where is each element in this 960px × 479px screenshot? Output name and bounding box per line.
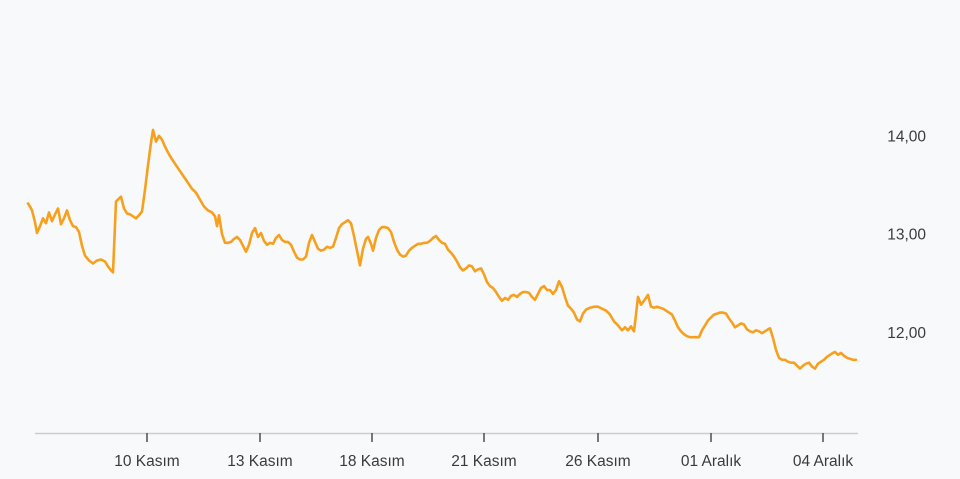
- x-tick-label: 01 Aralık: [681, 453, 742, 470]
- x-tick-label: 21 Kasım: [451, 453, 516, 470]
- x-tick-label: 10 Kasım: [114, 453, 179, 470]
- y-tick-label: 12,00: [887, 325, 926, 342]
- price-line: [26, 128, 858, 370]
- y-tick-label: 14,00: [887, 128, 926, 145]
- x-tick-label: 13 Kasım: [227, 453, 292, 470]
- y-tick-label: 13,00: [887, 227, 926, 244]
- x-tick-label: 26 Kasım: [565, 453, 630, 470]
- x-tick-label: 18 Kasım: [339, 453, 404, 470]
- x-tick-label: 04 Aralık: [793, 453, 854, 470]
